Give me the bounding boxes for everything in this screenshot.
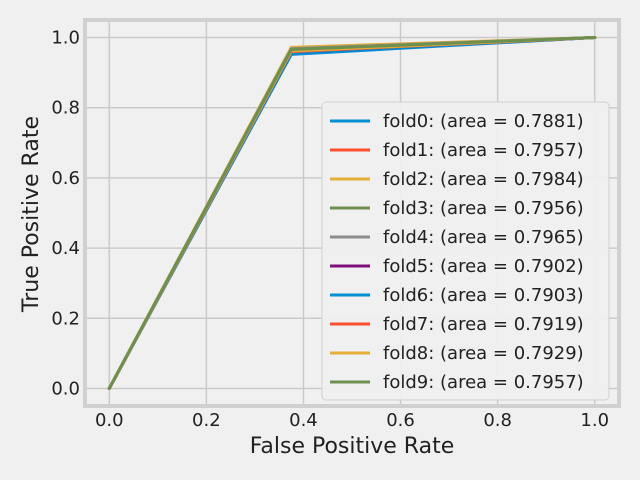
y-tick-label: 0.6 <box>51 168 80 189</box>
legend-box <box>321 101 610 401</box>
legend-label-fold2: fold2: (area = 0.7984) <box>383 169 584 190</box>
legend-label-fold3: fold3: (area = 0.7956) <box>383 198 584 219</box>
y-tick-label: 0.2 <box>51 308 80 329</box>
x-axis-label: False Positive Rate <box>250 434 454 459</box>
legend-label-fold5: fold5: (area = 0.7902) <box>383 256 584 277</box>
legend-label-fold7: fold7: (area = 0.7919) <box>383 314 584 335</box>
y-tick-label: 0.0 <box>51 378 80 399</box>
y-tick-label: 0.8 <box>51 98 80 119</box>
y-axis-ticks: 0.0 0.2 0.4 0.6 0.8 1.0 <box>51 28 80 400</box>
x-tick-label: 0.4 <box>289 410 318 431</box>
legend-label-fold4: fold4: (area = 0.7965) <box>383 227 584 248</box>
plot-frame <box>83 18 621 408</box>
y-tick-label: 1.0 <box>51 28 80 49</box>
legend-label-fold8: fold8: (area = 0.7929) <box>383 343 584 364</box>
x-tick-label: 0.6 <box>386 410 415 431</box>
axes-frame <box>83 18 621 408</box>
x-tick-label: 0.0 <box>95 410 124 431</box>
legend: fold0: (area = 0.7881) fold1: (area = 0.7… <box>321 101 610 401</box>
legend-label-fold1: fold1: (area = 0.7957) <box>383 140 584 161</box>
series-lines <box>107 36 597 390</box>
series-line-fold9 <box>107 36 597 390</box>
legend-label-fold0: fold0: (area = 0.7881) <box>383 111 584 132</box>
legend-label-fold9: fold9: (area = 0.7957) <box>383 372 584 393</box>
y-axis-label: True Positive Rate <box>19 116 44 313</box>
y-tick-label: 0.4 <box>51 238 80 259</box>
x-axis-ticks: 0.0 0.2 0.4 0.6 0.8 1.0 <box>95 410 609 431</box>
x-tick-label: 0.8 <box>483 410 512 431</box>
x-tick-label: 1.0 <box>580 410 609 431</box>
legend-label-fold6: fold6: (area = 0.7903) <box>383 285 584 306</box>
x-tick-label: 0.2 <box>192 410 221 431</box>
